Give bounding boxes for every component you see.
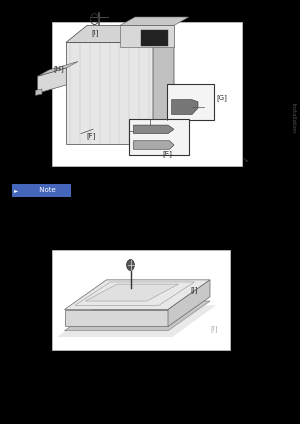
Text: →: → (238, 154, 250, 165)
FancyBboxPatch shape (52, 22, 242, 166)
Polygon shape (120, 17, 189, 25)
Text: ►: ► (14, 188, 18, 193)
FancyBboxPatch shape (52, 250, 230, 350)
Polygon shape (134, 125, 174, 134)
Text: [H]: [H] (53, 65, 64, 72)
Polygon shape (64, 280, 210, 310)
FancyBboxPatch shape (129, 119, 189, 155)
Polygon shape (38, 61, 78, 76)
Text: [J]: [J] (190, 286, 198, 293)
Polygon shape (57, 305, 216, 337)
Polygon shape (64, 310, 168, 326)
Text: Note: Note (37, 187, 56, 193)
Polygon shape (134, 141, 174, 149)
Polygon shape (120, 25, 174, 47)
Polygon shape (35, 89, 42, 95)
FancyBboxPatch shape (167, 84, 214, 120)
Text: [I]: [I] (210, 325, 218, 332)
Polygon shape (64, 301, 210, 331)
Text: [G]: [G] (216, 95, 227, 101)
Circle shape (127, 259, 134, 271)
Text: [F]: [F] (86, 132, 96, 139)
Polygon shape (38, 68, 67, 93)
Text: [I]: [I] (92, 29, 99, 36)
FancyBboxPatch shape (12, 184, 71, 197)
Text: [E]: [E] (163, 150, 172, 157)
Polygon shape (66, 42, 153, 144)
Text: Installation: Installation (291, 103, 296, 134)
Polygon shape (153, 25, 174, 144)
Polygon shape (141, 30, 168, 46)
Polygon shape (172, 100, 198, 114)
Polygon shape (85, 284, 178, 301)
Polygon shape (66, 25, 174, 42)
Polygon shape (168, 280, 210, 326)
